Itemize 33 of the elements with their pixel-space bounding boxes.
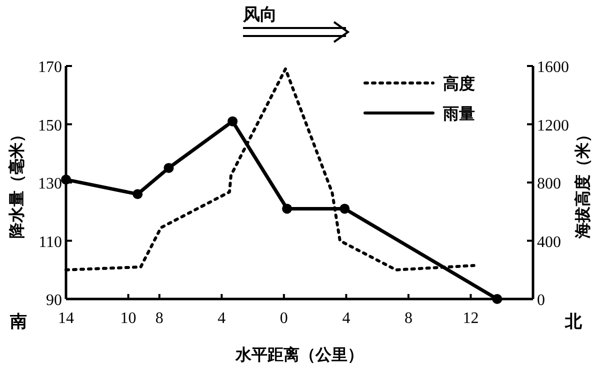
point <box>282 204 292 214</box>
point <box>164 162 174 173</box>
y2-tick-label: 1200 <box>537 117 569 134</box>
x-tick-label: 12 <box>462 310 479 327</box>
y-tick-label: 150 <box>38 117 62 134</box>
point <box>492 294 502 304</box>
text: 北 <box>564 312 583 332</box>
x-tick-label: 10 <box>120 310 136 327</box>
point <box>228 116 238 126</box>
legend-label: 雨量 <box>442 104 475 123</box>
x-tick-label: 0 <box>280 310 288 327</box>
point <box>61 174 71 185</box>
y2-axis-title: 海拔高度（米） <box>573 126 592 240</box>
legend-label: 高度 <box>443 74 475 93</box>
text: 南 <box>9 312 27 332</box>
y2-tick-label: 1600 <box>537 59 569 76</box>
y-tick-label: 110 <box>38 234 62 251</box>
x-tick-label: 8 <box>404 310 412 327</box>
y2-tick-label: 800 <box>537 176 561 192</box>
x-axis-title: 水平距离（公里） <box>234 345 364 364</box>
y2-tick-label: 400 <box>537 234 561 251</box>
x-tick-label: 14 <box>58 310 74 327</box>
text: 风向 <box>242 5 277 25</box>
y-tick-label: 130 <box>38 176 62 192</box>
x-tick-label: 4 <box>342 310 350 327</box>
y-axis-title: 降水量（毫米） <box>7 126 26 238</box>
y-tick-label: 90 <box>46 292 62 309</box>
x-tick-label: 4 <box>218 310 226 327</box>
y2-tick-label: 0 <box>537 292 545 309</box>
x-tick-label: 8 <box>155 310 164 327</box>
y-tick-label: 170 <box>38 59 62 76</box>
point <box>132 189 143 200</box>
point <box>340 204 350 214</box>
